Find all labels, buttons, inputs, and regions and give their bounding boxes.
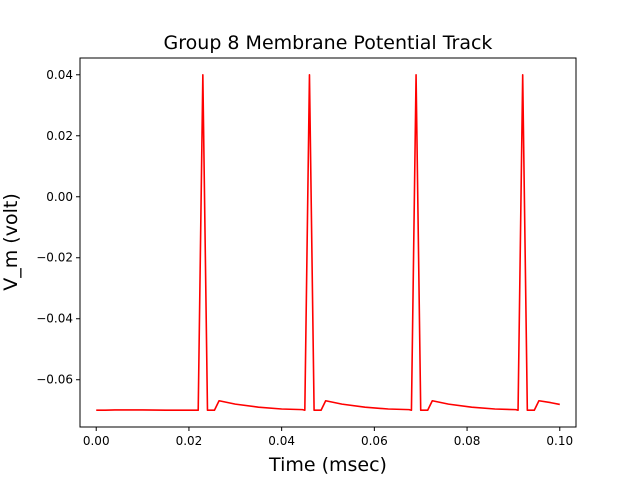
y-tick-label: −0.06 bbox=[36, 373, 73, 387]
y-tick-label: −0.04 bbox=[36, 312, 73, 326]
y-axis-ticks: −0.06 −0.04 −0.02 0.00 0.02 0.04 bbox=[36, 68, 80, 387]
y-tick-label: 0.00 bbox=[46, 190, 73, 204]
series-layer bbox=[96, 73, 560, 412]
x-tick-label: 0.08 bbox=[454, 434, 481, 448]
x-axis-label: Time (msec) bbox=[268, 454, 387, 476]
y-axis-label: V_m (volt) bbox=[0, 193, 22, 290]
x-tick-label: 0.00 bbox=[83, 434, 110, 448]
y-tick-label: 0.04 bbox=[46, 68, 73, 82]
y-tick-label: 0.02 bbox=[46, 129, 73, 143]
x-tick-label: 0.06 bbox=[361, 434, 388, 448]
x-tick-label: 0.04 bbox=[268, 434, 295, 448]
x-axis-ticks: 0.00 0.02 0.04 0.06 0.08 0.10 bbox=[83, 427, 573, 448]
x-tick-label: 0.10 bbox=[546, 434, 573, 448]
y-tick-label: −0.02 bbox=[36, 251, 73, 265]
plot-area-background bbox=[80, 58, 576, 427]
plot-frame bbox=[79, 57, 577, 428]
x-tick-label: 0.02 bbox=[176, 434, 203, 448]
chart-title: Group 8 Membrane Potential Track bbox=[164, 32, 493, 54]
series-line-0 bbox=[96, 73, 560, 412]
